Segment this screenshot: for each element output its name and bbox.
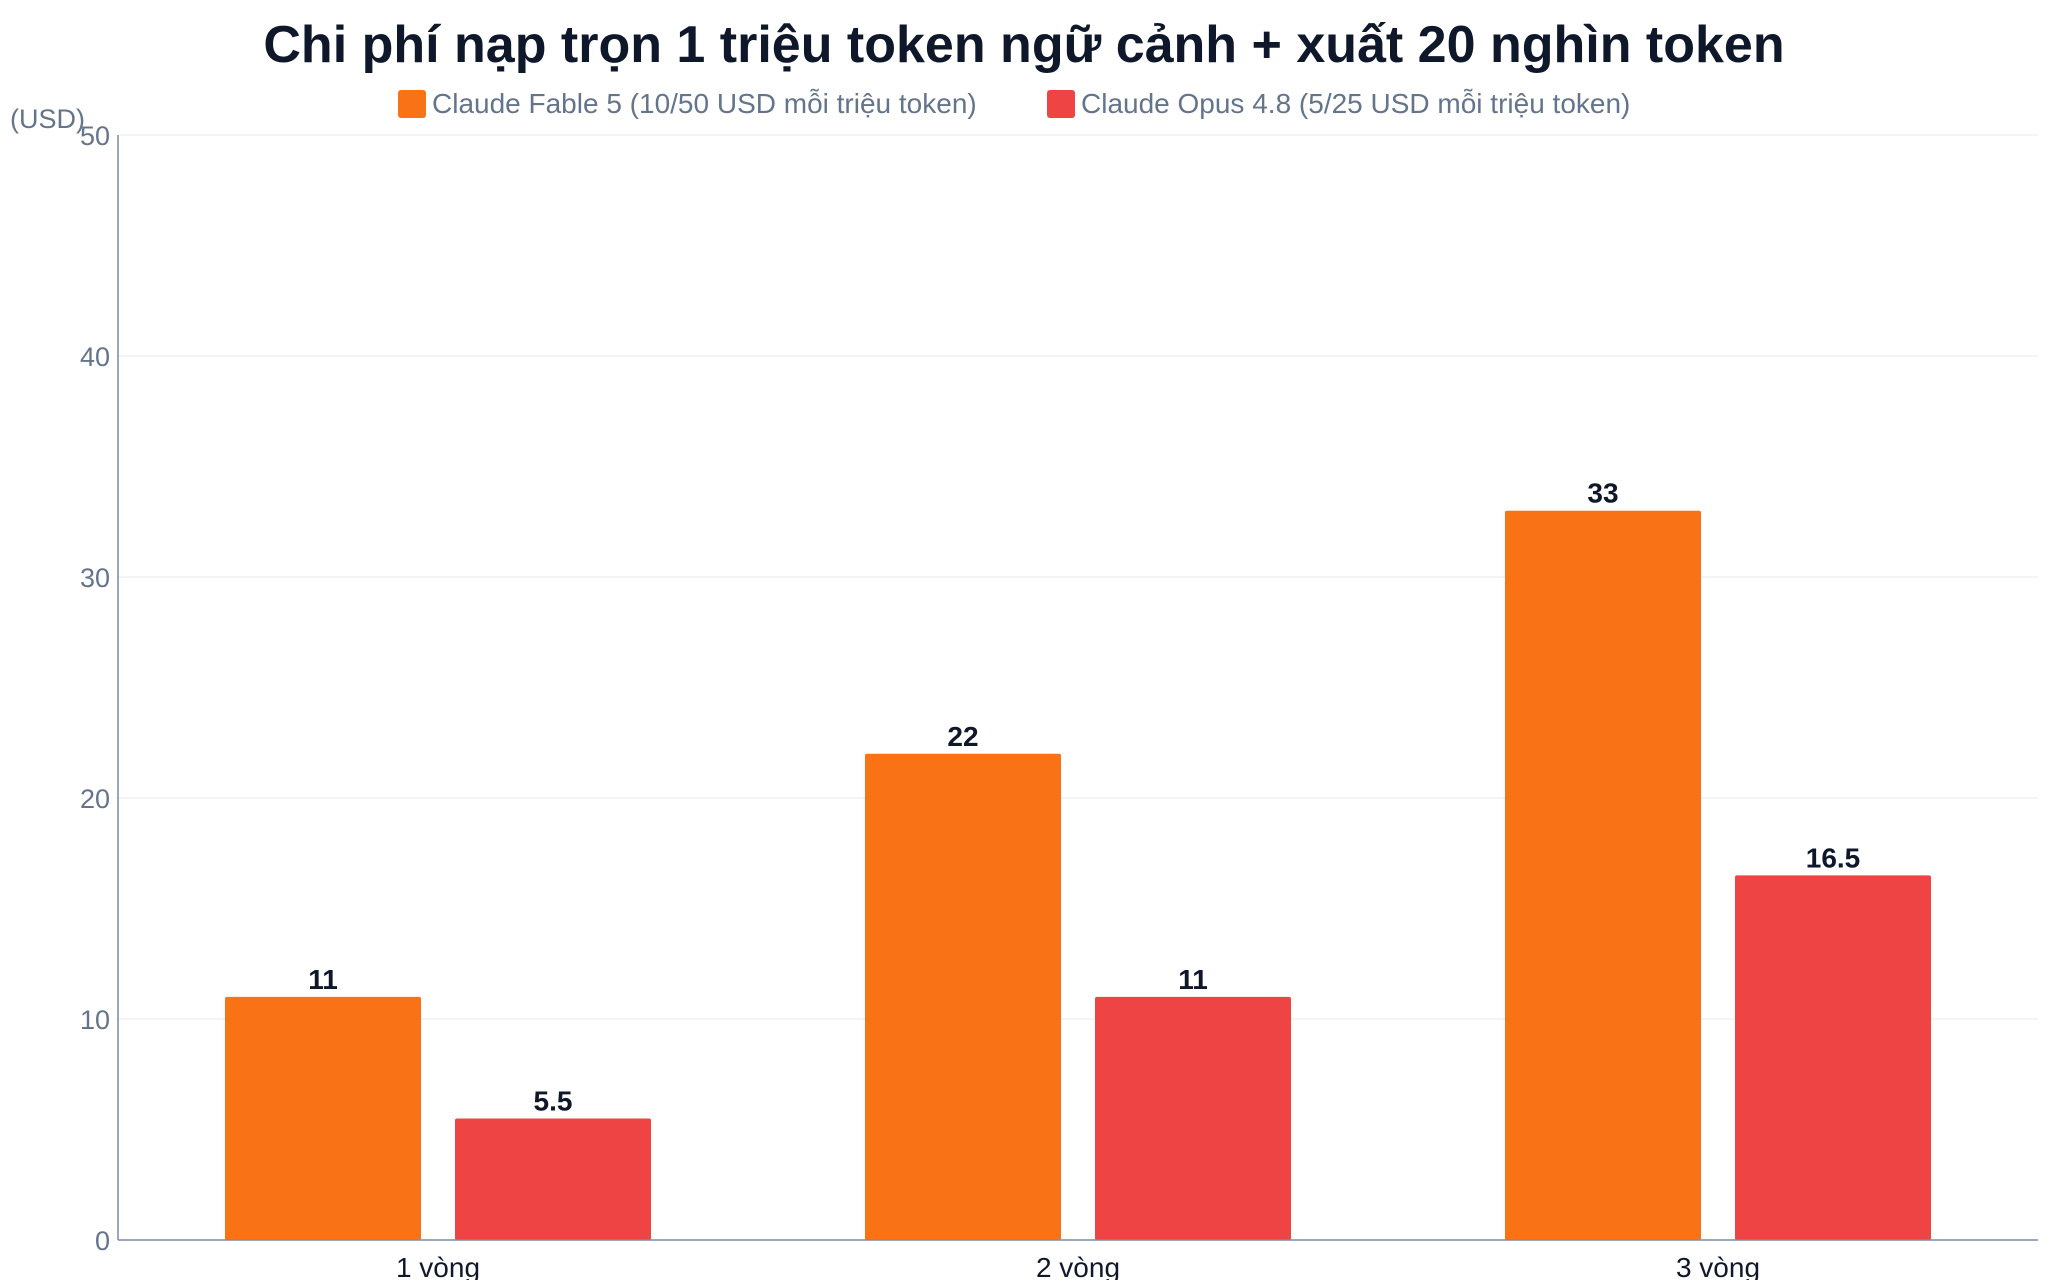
- bar-value-label-series1-1: 11: [308, 964, 338, 995]
- legend-label-1: Claude Fable 5 (10/50 USD mỗi triệu toke…: [432, 88, 977, 119]
- x-tick-label-2: 2 vòng: [1036, 1252, 1120, 1280]
- bars: [225, 510, 1931, 1240]
- chart-title: Chi phí nạp trọn 1 triệu token ngữ cảnh …: [263, 16, 1784, 74]
- y-tick-label-10: 10: [80, 1005, 110, 1035]
- y-tick-label-0: 0: [95, 1226, 110, 1256]
- gridlines: [118, 134, 2038, 1020]
- bar-value-label-series1-3: 33: [1587, 478, 1618, 509]
- bar-series1-1: [225, 996, 421, 1240]
- y-axis-ticks: 0 10 20 30 40 50: [80, 121, 110, 1256]
- bar-value-label-series2-1: 5.5: [534, 1085, 573, 1116]
- y-tick-label-40: 40: [80, 342, 110, 372]
- bar-value-label-series2-2: 11: [1178, 964, 1208, 995]
- bar-value-label-series2-3: 16.5: [1806, 842, 1861, 873]
- y-tick-label-30: 30: [80, 563, 110, 593]
- bar-value-label-series1-2: 22: [947, 721, 978, 752]
- bar-labels: 11 5.5 22 11 33 16.5: [308, 478, 1860, 1117]
- bar-series2-3: [1735, 875, 1931, 1240]
- bar-series1-3: [1505, 510, 1701, 1240]
- legend-label-2: Claude Opus 4.8 (5/25 USD mỗi triệu toke…: [1081, 88, 1630, 119]
- axes: [117, 135, 2038, 1241]
- bar-series2-1: [455, 1118, 651, 1240]
- legend: Claude Fable 5 (10/50 USD mỗi triệu toke…: [398, 88, 1630, 119]
- x-axis-ticks: 1 vòng 2 vòng 3 vòng: [396, 1252, 1760, 1280]
- y-tick-label-20: 20: [80, 784, 110, 814]
- legend-swatch-1: [398, 90, 426, 118]
- x-tick-label-3: 3 vòng: [1676, 1252, 1760, 1280]
- bar-series2-2: [1095, 996, 1291, 1240]
- x-tick-label-1: 1 vòng: [396, 1252, 480, 1280]
- y-tick-label-50: 50: [80, 121, 110, 151]
- bar-series1-2: [865, 753, 1061, 1240]
- y-axis-unit-label: (USD): [10, 104, 85, 134]
- legend-swatch-2: [1047, 90, 1075, 118]
